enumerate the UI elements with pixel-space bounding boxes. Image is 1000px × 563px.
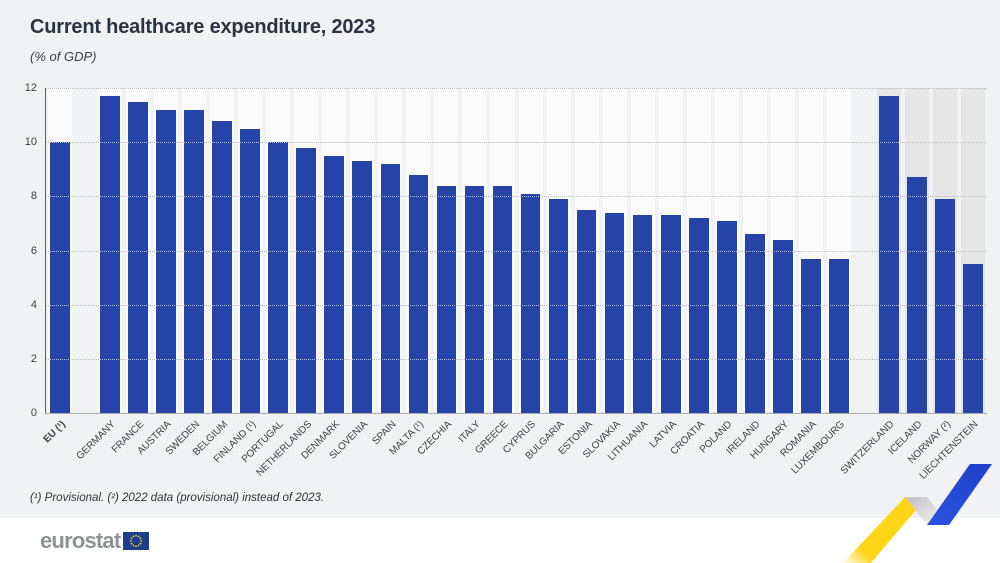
bars-row: EU (¹) GERMANY FRANCE AUSTRIA SWEDEN BELGIUM F… [42, 88, 987, 482]
bar-lithuania [632, 215, 653, 413]
bar-column-netherlands: NETHERLANDS [254, 88, 319, 479]
bar-column-spain: SPAIN [370, 88, 403, 447]
bar-column-sweden: SWEDEN [164, 88, 207, 457]
eurostat-wordmark: eurostat [40, 528, 121, 553]
eurostat-logo: eurostat [40, 528, 150, 554]
bar-column-belgium: BELGIUM [191, 88, 235, 458]
bar-portugal [268, 142, 289, 413]
ribbon-yellow-segment [843, 497, 927, 563]
bar-column-eu: EU (¹) [42, 88, 73, 445]
eurostat-ribbon-graphic [843, 464, 992, 563]
bar-column-italy: ITALY [456, 88, 487, 445]
y-tick-6: 6 [30, 244, 37, 257]
bar-column-portugal: PORTUGAL [240, 88, 291, 465]
bar-column-cyprus: CYPRUS [501, 88, 543, 456]
bar-column-hungary: HUNGARY [748, 88, 795, 462]
bar-column-liechtenstein: LIECHTENSTEIN [918, 88, 985, 482]
bar-greece [492, 185, 513, 413]
bar-latvia [660, 215, 681, 413]
x-label-germany: GERMANY [74, 419, 118, 463]
bar-netherlands [296, 147, 317, 413]
bar-romania [800, 258, 821, 413]
bar-finland [240, 128, 261, 413]
footnote: (¹) Provisional. (²) 2022 data (provisio… [30, 492, 325, 504]
bar-column-slovenia: SLOVENIA [328, 88, 375, 462]
bar-estonia [576, 209, 597, 413]
bar-france [128, 101, 148, 413]
bar-column-lithuania: LITHUANIA [606, 88, 655, 463]
bar-column-france: FRANCE [109, 88, 151, 455]
bar-column-bulgaria: BULGARIA [523, 88, 571, 462]
bar-column-poland: POLAND [698, 88, 739, 455]
bar-column-austria: AUSTRIA [136, 88, 179, 457]
bar-sweden [184, 109, 204, 413]
plot-area: EU (¹) GERMANY FRANCE AUSTRIA SWEDEN BELGIUM F… [42, 88, 987, 482]
bar-column-denmark: DENMARK [299, 88, 347, 462]
bar-eu [50, 142, 70, 413]
y-tick-8: 8 [30, 190, 37, 203]
bar-column-germany: GERMANY [75, 88, 123, 462]
eu-flag-stars [130, 534, 143, 548]
bar-hungary [772, 239, 793, 413]
bar-czechia [436, 185, 457, 413]
bar-germany [100, 96, 120, 413]
y-tick-12: 12 [24, 82, 37, 94]
bar-italy [464, 185, 485, 413]
bar-belgium [212, 120, 233, 413]
bar-norway [935, 199, 955, 413]
bar-column-slovakia: SLOVAKIA [581, 88, 627, 461]
bar-luxembourg [829, 258, 849, 413]
bar-column-czechia: CZECHIA [416, 88, 459, 457]
bar-column-malta: MALTA (¹) [388, 88, 431, 457]
bar-column-latvia: LATVIA [647, 88, 683, 450]
bar-column-greece: GREECE [473, 88, 515, 456]
bar-column-finland: FINLAND (¹) [212, 88, 263, 465]
eu-flag-icon [123, 532, 150, 550]
y-tick-0: 0 [30, 407, 37, 419]
bar-bulgaria [548, 199, 569, 413]
y-tick-10: 10 [24, 136, 37, 149]
bar-column-romania: ROMANIA [778, 88, 823, 459]
bar-poland [716, 220, 737, 413]
bar-iceland [907, 177, 927, 413]
bar-column-switzerland: SWITZERLAND [839, 88, 901, 477]
footer-band [0, 518, 1000, 563]
bar-column-norway: NORWAY (²) [906, 88, 957, 466]
bar-slovenia [352, 161, 373, 413]
bar-malta [408, 174, 429, 413]
bar-switzerland [879, 96, 899, 413]
bar-column-iceland: ICELAND [887, 88, 929, 457]
y-tick-2: 2 [30, 352, 37, 365]
bar-cyprus [520, 193, 541, 413]
bar-denmark [324, 155, 345, 413]
bar-ireland [744, 234, 765, 413]
bar-column-luxembourg: LUXEMBOURG [789, 88, 851, 476]
x-label-italy: ITALY [456, 419, 483, 446]
bar-column-croatia: CROATIA [668, 88, 711, 457]
y-axis-labels: 0 2 4 6 8 10 12 [0, 82, 37, 419]
x-label-eu: EU (¹) [41, 419, 68, 446]
ribbon-blue-segment [927, 464, 992, 525]
group-spacer [74, 88, 96, 413]
y-tick-4: 4 [30, 298, 37, 311]
bar-column-ireland: IRELAND [725, 88, 767, 457]
bar-slovakia [604, 212, 625, 413]
bar-austria [156, 109, 176, 413]
bar-column-estonia: ESTONIA [556, 88, 599, 457]
bar-spain [380, 163, 401, 413]
chart-title: Current healthcare expenditure, 2023 [30, 16, 376, 38]
chart-subtitle: (% of GDP) [30, 49, 97, 64]
bar-liechtenstein [963, 264, 983, 413]
bar-croatia [688, 218, 709, 413]
group-spacer [853, 88, 875, 413]
